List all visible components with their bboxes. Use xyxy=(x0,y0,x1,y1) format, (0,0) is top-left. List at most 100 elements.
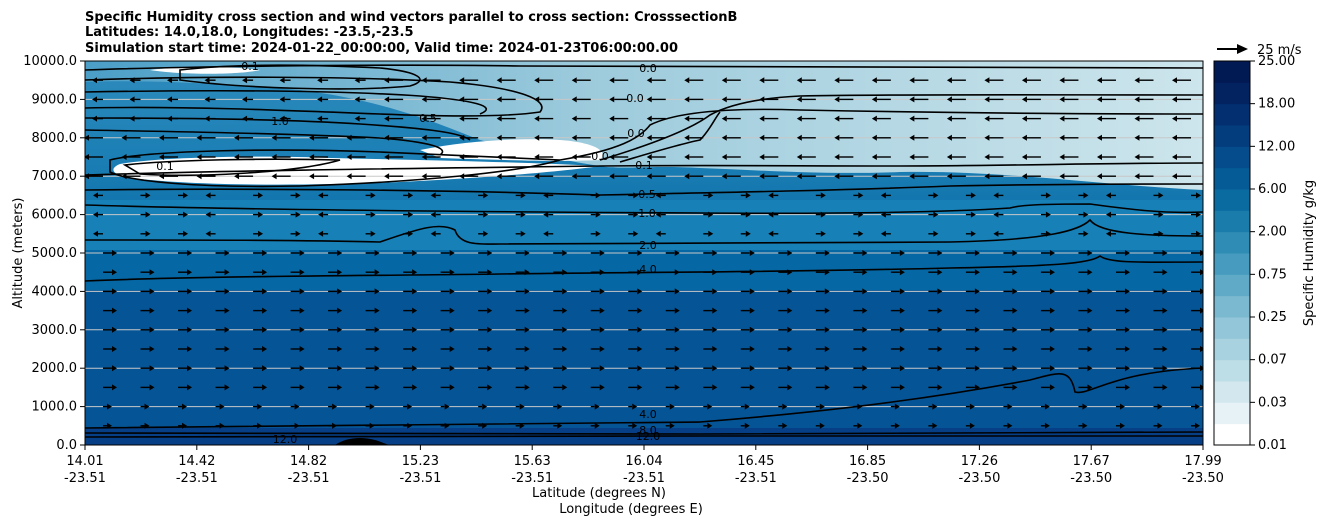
wind-vector-head xyxy=(899,250,905,256)
wind-vector-head xyxy=(1162,365,1168,372)
wind-vector-head xyxy=(262,365,268,372)
wind-vector-head xyxy=(970,230,976,237)
wind-vector-head xyxy=(534,134,540,141)
wind-vector-head xyxy=(674,365,680,372)
wind-vector-head xyxy=(144,403,150,410)
contour-label: 8.0 xyxy=(639,424,657,437)
wind-vector-head xyxy=(520,192,526,199)
wind-vector-head xyxy=(862,346,868,352)
wind-vector-head xyxy=(824,384,830,391)
wind-vector-head xyxy=(974,288,980,295)
wind-vector-head xyxy=(112,384,117,391)
wind-vector-head xyxy=(1158,211,1164,218)
contour-label: 0.0 xyxy=(626,92,644,105)
wind-vector-head xyxy=(721,77,727,84)
wind-vector-head xyxy=(543,230,549,237)
wind-vector-head xyxy=(183,211,189,218)
wind-vector-head xyxy=(834,134,840,141)
wind-vector-head xyxy=(712,250,718,256)
wind-vector-head xyxy=(858,192,864,199)
wind-vector-head xyxy=(167,115,173,122)
wind-vector-head xyxy=(768,230,774,237)
wind-vector-head xyxy=(374,288,380,295)
wind-vector-head xyxy=(421,154,427,160)
x-tick-label-lon: -23.50 xyxy=(1070,471,1112,486)
contour-line-4-lower xyxy=(85,367,1203,429)
contour-line-1 xyxy=(85,203,1203,215)
wind-vector-head xyxy=(1124,250,1130,256)
wind-vector-head xyxy=(899,326,905,333)
colorbar-tick-label: 2.00 xyxy=(1258,225,1287,240)
wind-vector-head xyxy=(557,403,563,410)
wind-vector-head xyxy=(637,250,643,256)
wind-vector-head xyxy=(712,384,718,391)
wind-vector-head xyxy=(1087,307,1093,314)
wind-vector-head xyxy=(637,269,643,276)
wind-vector-head xyxy=(196,134,202,141)
wind-vector-head xyxy=(262,346,268,352)
wind-vector-head xyxy=(412,250,418,256)
wind-vector-head xyxy=(857,403,863,410)
wind-vector-head xyxy=(129,77,135,84)
wind-vector-head xyxy=(749,288,755,295)
wind-vector-head xyxy=(1162,269,1168,276)
wind-vector-head xyxy=(684,115,690,122)
wind-vector-head xyxy=(1172,173,1177,180)
wind-vector-head xyxy=(674,346,680,352)
wind-vector-head xyxy=(1200,326,1203,333)
x-tick-label-lon: -23.51 xyxy=(64,471,106,486)
x-tick-label-lat: 14.01 xyxy=(66,454,103,469)
fill-upper-layer xyxy=(85,200,1203,250)
wind-vector-head xyxy=(318,211,324,218)
wind-vector-head xyxy=(187,384,193,391)
wind-vector-head xyxy=(684,134,690,141)
wind-vector-head xyxy=(1012,250,1018,256)
wind-vector-head xyxy=(970,192,976,199)
wind-vector-head xyxy=(258,230,264,237)
wind-vector-head xyxy=(599,326,605,333)
wind-vector-head xyxy=(946,77,952,84)
wind-vector-head xyxy=(337,269,343,276)
wind-vector-head xyxy=(1021,115,1027,122)
wind-vector-head xyxy=(430,192,436,199)
wind-vector-head xyxy=(871,154,877,160)
contour-label: 0.1 xyxy=(156,160,174,173)
wind-vector-head xyxy=(1044,422,1050,429)
wind-vector-head xyxy=(899,288,905,295)
wind-vector-head xyxy=(337,288,343,295)
x-tick-label-lat: 17.26 xyxy=(961,454,998,469)
wind-vector-head xyxy=(271,173,277,180)
wind-vector-head xyxy=(299,384,305,391)
wind-vector-head xyxy=(1049,384,1055,391)
wind-vector-head xyxy=(421,173,427,180)
wind-vector-head xyxy=(594,403,600,410)
wind-vector-head xyxy=(384,115,390,122)
wind-vector-head xyxy=(449,288,455,295)
wind-vector-head xyxy=(1087,250,1093,256)
wind-vector-head xyxy=(909,134,915,141)
wind-vector-head xyxy=(112,288,117,295)
wind-vector-head xyxy=(299,365,305,372)
wind-vector-head xyxy=(749,307,755,314)
wind-vector-head xyxy=(712,346,718,352)
contour-label: 0.5 xyxy=(638,188,656,201)
wind-vector-head xyxy=(234,173,240,180)
x-axis-ticks: 14.01 -23.51 14.42 -23.51 14.82 -23.51 15.23 -2… xyxy=(64,445,1224,486)
contour-line-0-0-lower xyxy=(619,111,721,163)
wind-vector-head xyxy=(1049,269,1055,276)
wind-vector-head xyxy=(85,134,89,141)
wind-vector-head xyxy=(708,230,714,237)
wind-vector-head xyxy=(1124,346,1130,352)
wind-vector-head xyxy=(708,211,714,218)
wind-vector-head xyxy=(984,77,990,84)
wind-vector-head xyxy=(946,173,952,180)
wind-vector-head xyxy=(1124,326,1130,333)
wind-vector-head xyxy=(571,77,577,84)
wind-vector-head xyxy=(224,346,230,352)
wind-vector-head xyxy=(374,326,380,333)
wind-vector-head xyxy=(909,173,915,180)
wind-vector-head xyxy=(1096,134,1102,141)
wind-vector-head xyxy=(820,230,826,237)
wind-vector-head xyxy=(112,250,117,256)
wind-vector-head xyxy=(974,307,980,314)
